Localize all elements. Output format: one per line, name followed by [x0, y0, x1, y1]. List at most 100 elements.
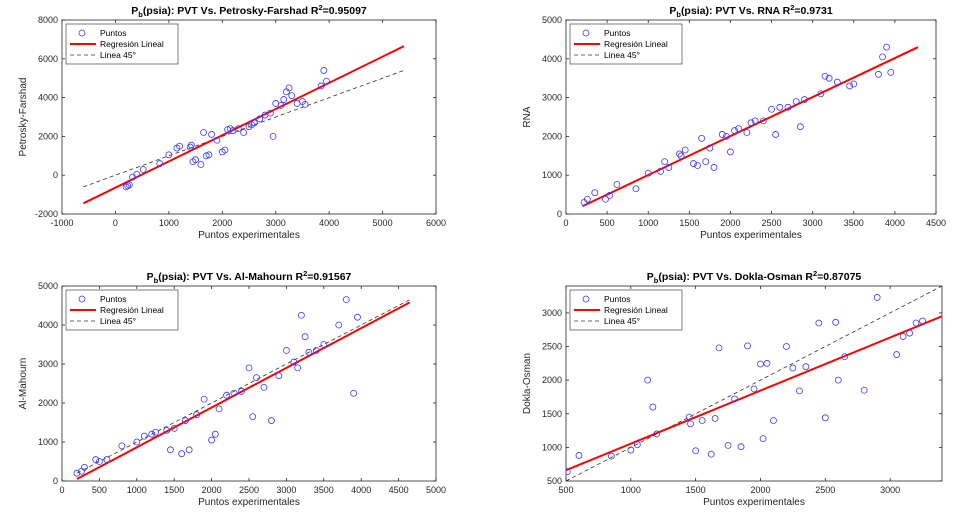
- data-point: [653, 430, 661, 438]
- x-tick-label: 500: [558, 485, 573, 495]
- data-point: [92, 456, 100, 463]
- data-point: [912, 319, 920, 327]
- data-point: [317, 82, 325, 90]
- data-point: [342, 296, 350, 304]
- legend-label: Linea 45°: [604, 50, 640, 60]
- data-point: [354, 313, 361, 321]
- data-point: [776, 103, 784, 111]
- x-tick-label: 4500: [926, 218, 946, 228]
- data-point: [657, 167, 664, 175]
- data-point: [230, 389, 238, 397]
- y-tick-label: 3000: [38, 359, 58, 369]
- y-tick-label: 4000: [38, 93, 58, 103]
- legend-label: Regresión Lineal: [604, 39, 668, 49]
- x-tick-label: -1000: [50, 218, 73, 228]
- data-point: [772, 131, 780, 138]
- regression-line: [76, 301, 411, 480]
- data-point: [770, 417, 777, 424]
- data-point: [96, 458, 103, 465]
- y-axis-label: Al-Mahourn: [18, 358, 29, 410]
- data-point: [320, 341, 328, 348]
- data-point: [834, 376, 842, 384]
- x-axis-label: Puntos experimentales: [198, 497, 300, 508]
- data-point: [178, 450, 186, 458]
- data-point: [750, 385, 758, 393]
- x-tick-label: 1000: [127, 485, 147, 495]
- data-point: [152, 428, 159, 436]
- data-point: [167, 446, 174, 454]
- data-point: [727, 148, 734, 156]
- y-tick-label: 5000: [38, 281, 58, 291]
- data-point: [335, 321, 343, 329]
- data-point: [312, 346, 320, 354]
- y-axis-label: RNA: [522, 106, 533, 127]
- data-point: [825, 74, 833, 82]
- data-point: [213, 136, 221, 144]
- plot-area: [580, 43, 919, 208]
- legend-label: Puntos: [100, 294, 126, 304]
- plot-area: [82, 45, 405, 205]
- data-point: [893, 351, 901, 358]
- data-point: [193, 411, 201, 419]
- data-point: [702, 158, 710, 166]
- y-tick-label: -2000: [35, 209, 58, 219]
- data-point: [751, 117, 759, 125]
- x-tick-label: 3500: [314, 485, 334, 495]
- data-point: [260, 383, 268, 391]
- data-point: [163, 426, 171, 434]
- y-tick-label: 2000: [542, 131, 562, 141]
- data-point: [694, 162, 701, 169]
- y-axis-label: Petrosky-Farshad: [18, 78, 29, 157]
- y-tick-label: 5000: [542, 15, 562, 25]
- chart-title: Pb(psia): PVT Vs. Al-Mahourn R2=0.91567: [147, 269, 352, 285]
- legend-marker-points: [78, 29, 86, 37]
- data-point: [676, 150, 683, 158]
- data-point: [715, 344, 723, 352]
- data-point: [744, 342, 751, 350]
- data-point: [294, 364, 302, 372]
- legend-marker-points: [582, 29, 590, 37]
- data-point: [801, 96, 808, 103]
- data-point: [644, 376, 652, 384]
- data-point: [899, 333, 907, 340]
- data-point: [706, 144, 714, 152]
- data-point: [211, 430, 219, 438]
- x-tick-label: 1000: [638, 218, 658, 228]
- legend-label: Regresión Lineal: [604, 305, 668, 315]
- data-point: [763, 359, 771, 367]
- x-tick-label: 3000: [803, 218, 823, 228]
- legend-label: Puntos: [604, 294, 630, 304]
- data-point: [165, 151, 173, 159]
- data-point: [768, 105, 775, 113]
- plot-area: [566, 286, 942, 481]
- data-point: [743, 129, 751, 136]
- x-tick-label: 5000: [373, 218, 393, 228]
- data-point: [133, 170, 141, 178]
- data-point: [792, 98, 800, 105]
- chart-panel-3: 0 500 1000 1500 2000 2500 3000 3500 4000 4500 5000…: [18, 269, 446, 508]
- legend-label: Puntos: [100, 28, 126, 38]
- data-point: [873, 294, 881, 301]
- data-point: [661, 158, 669, 166]
- data-point: [821, 72, 829, 80]
- x-tick-label: 6000: [426, 218, 446, 228]
- x-axis-label: Puntos experimentales: [198, 230, 300, 241]
- data-point: [698, 417, 706, 424]
- data-point: [784, 103, 792, 111]
- legend-label: Regresión Lineal: [100, 39, 164, 49]
- legend-label: Linea 45°: [604, 316, 640, 326]
- data-point: [606, 191, 613, 199]
- y-tick-label: 1000: [542, 170, 562, 180]
- data-point: [802, 363, 810, 371]
- data-point: [789, 364, 797, 372]
- data-point: [591, 189, 599, 197]
- data-point: [305, 348, 313, 356]
- data-point: [208, 131, 216, 138]
- data-point: [692, 447, 700, 455]
- data-point: [176, 142, 183, 150]
- data-point: [187, 141, 195, 149]
- x-tick-label: 1000: [621, 485, 641, 495]
- data-point: [724, 441, 732, 449]
- data-point: [633, 441, 641, 449]
- data-point: [256, 115, 264, 123]
